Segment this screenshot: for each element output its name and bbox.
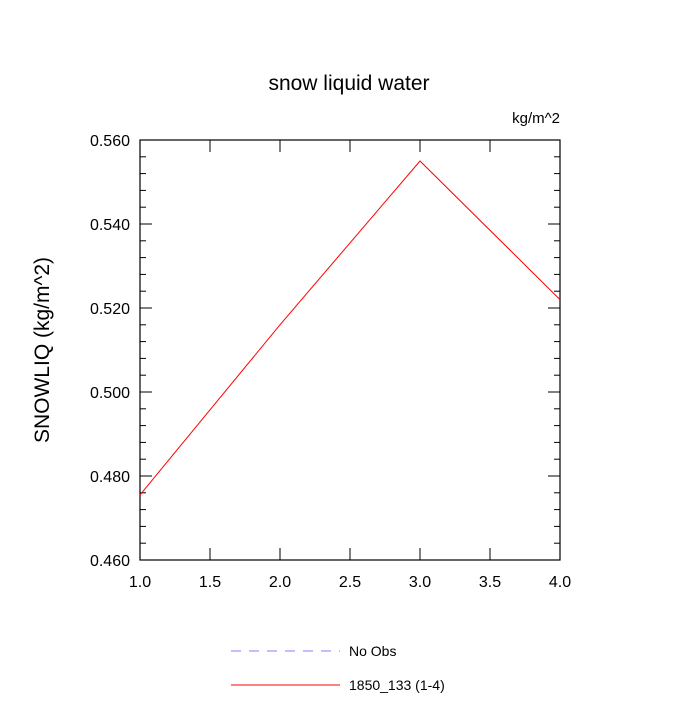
x-tick-label: 2.5 — [339, 574, 361, 591]
legend-label: 1850_133 (1-4) — [349, 677, 445, 693]
chart-title: snow liquid water — [268, 72, 429, 95]
x-tick-label: 1.5 — [199, 574, 221, 591]
x-tick-label: 1.0 — [129, 574, 151, 591]
units-label: kg/m^2 — [512, 110, 560, 127]
y-tick-label: 0.540 — [90, 217, 130, 234]
x-tick-label: 3.5 — [479, 574, 501, 591]
legend-label: No Obs — [349, 643, 396, 659]
y-tick-label: 0.500 — [90, 385, 130, 402]
x-tick-label: 3.0 — [409, 574, 431, 591]
y-tick-label: 0.560 — [90, 133, 130, 150]
y-tick-label: 0.520 — [90, 301, 130, 318]
y-axis-label: SNOWLIQ (kg/m^2) — [31, 257, 54, 443]
series-line — [139, 160, 561, 496]
y-tick-label: 0.480 — [90, 469, 130, 486]
x-tick-label: 2.0 — [269, 574, 291, 591]
y-tick-label: 0.460 — [90, 553, 130, 570]
plot-frame — [139, 139, 561, 561]
x-tick-label: 4.0 — [549, 574, 571, 591]
